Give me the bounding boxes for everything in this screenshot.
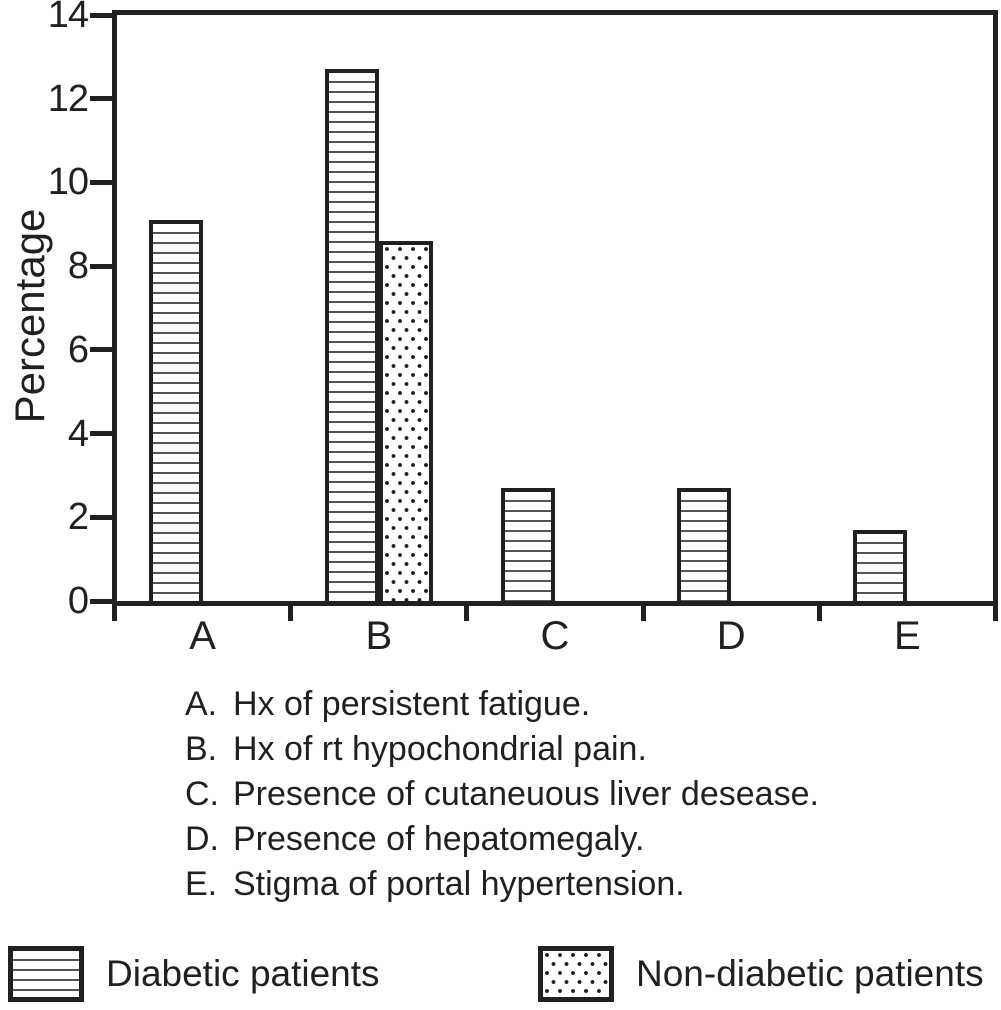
note-key: E.	[185, 865, 218, 903]
bar-c-diabetic	[501, 488, 555, 601]
y-tick	[90, 347, 117, 353]
note-item-e: E. Stigma of portal hypertension.	[185, 862, 819, 907]
y-tick-label: 10	[47, 161, 89, 204]
notes-list: A. Hx of persistent fatigue. B. Hx of rt hy…	[185, 682, 819, 907]
category-label-b: B	[365, 614, 393, 658]
legend-label: Non-diabetic patients	[636, 953, 984, 994]
x-tick	[464, 606, 470, 621]
note-text: Presence of hepatomegaly.	[233, 820, 645, 858]
note-key: B.	[185, 730, 218, 768]
note-item-b: B. Hx of rt hypochondrial pain.	[185, 727, 819, 772]
note-key: A.	[185, 685, 218, 723]
note-text: Stigma of portal hypertension.	[233, 865, 685, 903]
note-text: Hx of rt hypochondrial pain.	[233, 730, 647, 768]
x-tick	[816, 606, 822, 621]
y-axis-title: Percentage	[6, 208, 53, 424]
y-tick-label: 14	[47, 0, 89, 36]
bar-b-diabetic	[324, 69, 379, 601]
note-text: Presence of cutaneuous liver desease.	[233, 775, 819, 813]
bar-e-diabetic	[853, 530, 908, 601]
y-tick	[90, 431, 117, 437]
note-key: D.	[185, 820, 219, 858]
y-tick-label: 6	[67, 328, 89, 371]
note-key: C.	[185, 775, 219, 813]
legend: Diabetic patients Non-diabetic patients	[0, 946, 1001, 1006]
y-tick	[90, 12, 117, 18]
y-tick	[90, 179, 117, 185]
y-tick-label: 2	[67, 496, 89, 539]
category-label-e: E	[894, 614, 921, 658]
bar-d-diabetic	[677, 488, 732, 601]
legend-item-diabetic: Diabetic patients	[8, 946, 380, 1002]
legend-swatch-dots	[538, 946, 614, 1002]
legend-swatch-hlines	[8, 946, 84, 1002]
note-item-c: C. Presence of cutaneuous liver desease.	[185, 772, 819, 817]
y-tick	[90, 514, 117, 520]
x-tick	[993, 606, 998, 621]
y-tick	[90, 96, 117, 102]
y-tick-label: 12	[47, 77, 89, 120]
y-tick-label: 0	[67, 580, 89, 622]
y-tick	[90, 263, 117, 269]
y-tick-label: 4	[67, 412, 89, 455]
x-tick	[640, 606, 646, 621]
note-text: Hx of persistent fatigue.	[233, 685, 591, 723]
bar-a-diabetic	[148, 220, 203, 601]
category-label-c: C	[540, 614, 570, 658]
x-tick	[288, 606, 294, 621]
legend-label: Diabetic patients	[106, 953, 380, 994]
x-tick	[112, 606, 117, 621]
category-label-a: A	[189, 614, 216, 658]
note-item-a: A. Hx of persistent fatigue.	[185, 682, 819, 727]
legend-item-nondiabetic: Non-diabetic patients	[538, 946, 984, 1002]
category-label-d: D	[716, 614, 746, 658]
bar-b-nondiabetic	[378, 241, 433, 601]
note-item-d: D. Presence of hepatomegaly.	[185, 817, 819, 862]
y-tick	[90, 598, 117, 604]
y-tick-label: 8	[67, 245, 89, 288]
plot-area	[112, 10, 998, 606]
